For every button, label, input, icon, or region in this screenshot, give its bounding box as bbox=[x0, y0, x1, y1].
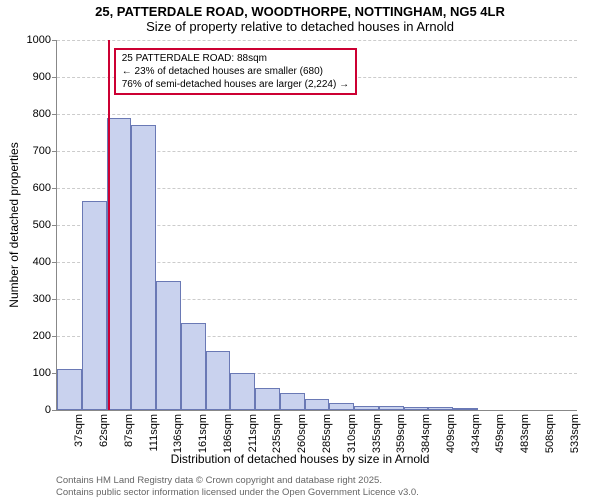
chart-container: 0100200300400500600700800900100037sqm62s… bbox=[56, 40, 576, 410]
gridline bbox=[57, 114, 577, 115]
ytick-label: 200 bbox=[11, 330, 51, 342]
ytick-label: 900 bbox=[11, 71, 51, 83]
histogram-bar bbox=[453, 408, 478, 410]
ytick-label: 500 bbox=[11, 219, 51, 231]
ytick-mark bbox=[52, 410, 57, 411]
ytick-label: 100 bbox=[11, 367, 51, 379]
histogram-bar bbox=[404, 407, 429, 410]
footer-line2: Contains public sector information licen… bbox=[56, 487, 419, 498]
chart-title-line2: Size of property relative to detached ho… bbox=[0, 19, 600, 36]
x-axis-label: Distribution of detached houses by size … bbox=[0, 452, 600, 466]
histogram-bar bbox=[329, 403, 354, 410]
ytick-label: 0 bbox=[11, 404, 51, 416]
histogram-bar bbox=[181, 323, 206, 410]
ytick-mark bbox=[52, 77, 57, 78]
histogram-bar bbox=[428, 407, 453, 410]
gridline bbox=[57, 40, 577, 41]
ytick-mark bbox=[52, 40, 57, 41]
annotation-box: 25 PATTERDALE ROAD: 88sqm← 23% of detach… bbox=[114, 48, 357, 95]
histogram-bar bbox=[354, 406, 379, 410]
ytick-label: 1000 bbox=[11, 34, 51, 46]
histogram-bar bbox=[107, 118, 132, 410]
histogram-bar bbox=[131, 125, 156, 410]
ytick-label: 700 bbox=[11, 145, 51, 157]
histogram-bar bbox=[230, 373, 255, 410]
ytick-label: 600 bbox=[11, 182, 51, 194]
annotation-line1: 25 PATTERDALE ROAD: 88sqm bbox=[122, 52, 349, 65]
property-marker-line bbox=[108, 40, 110, 410]
histogram-bar bbox=[156, 281, 181, 411]
ytick-mark bbox=[52, 114, 57, 115]
ytick-mark bbox=[52, 188, 57, 189]
ytick-mark bbox=[52, 336, 57, 337]
ytick-mark bbox=[52, 225, 57, 226]
histogram-bar bbox=[57, 369, 82, 410]
histogram-bar bbox=[206, 351, 231, 410]
histogram-bar bbox=[379, 406, 404, 410]
ytick-label: 800 bbox=[11, 108, 51, 120]
ytick-label: 400 bbox=[11, 256, 51, 268]
histogram-bar bbox=[305, 399, 330, 410]
histogram-bar bbox=[82, 201, 107, 410]
footer-attribution: Contains HM Land Registry data © Crown c… bbox=[56, 475, 419, 498]
ytick-mark bbox=[52, 151, 57, 152]
ytick-mark bbox=[52, 262, 57, 263]
histogram-bar bbox=[280, 393, 305, 410]
chart-title-line1: 25, PATTERDALE ROAD, WOODTHORPE, NOTTING… bbox=[0, 0, 600, 19]
footer-line1: Contains HM Land Registry data © Crown c… bbox=[56, 475, 419, 486]
annotation-line3: 76% of semi-detached houses are larger (… bbox=[122, 78, 349, 91]
ytick-label: 300 bbox=[11, 293, 51, 305]
histogram-bar bbox=[255, 388, 280, 410]
plot-area: 0100200300400500600700800900100037sqm62s… bbox=[56, 40, 577, 411]
ytick-mark bbox=[52, 299, 57, 300]
annotation-line2: ← 23% of detached houses are smaller (68… bbox=[122, 65, 349, 78]
